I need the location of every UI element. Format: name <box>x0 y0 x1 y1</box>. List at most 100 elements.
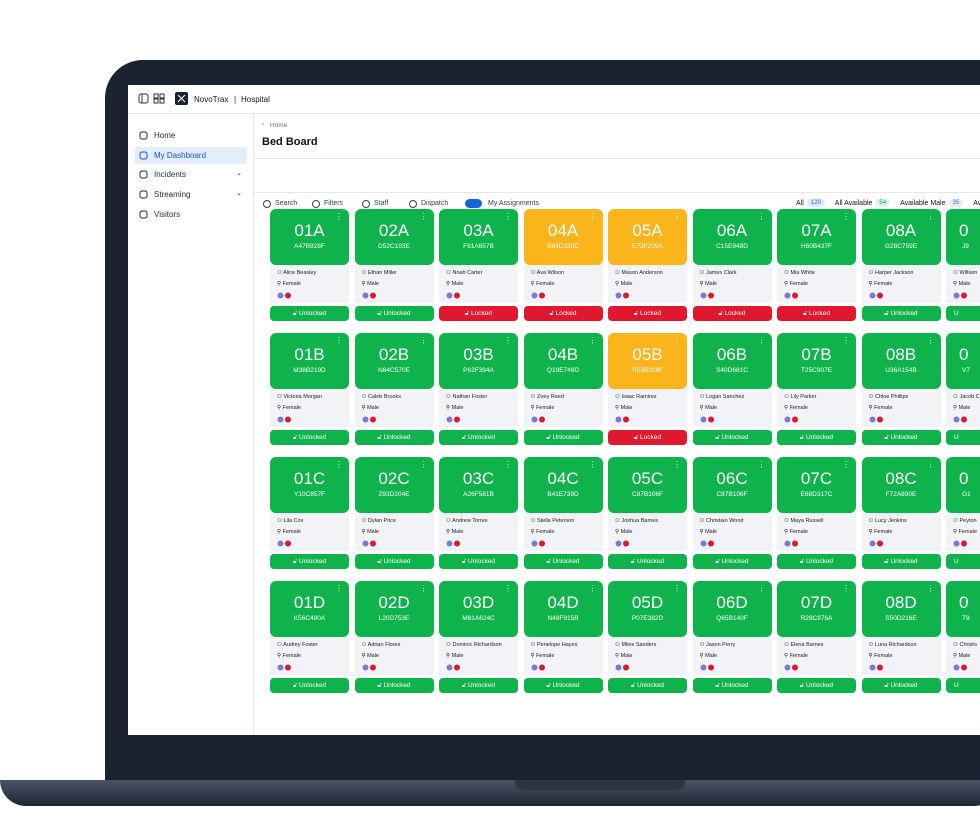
gender-row: ⚲ Female <box>868 405 893 411</box>
lock-status[interactable]: 🔓︎ Unlocked <box>270 306 349 321</box>
bed-card[interactable]: 03B P62F394A ⋮ ⚇ Nathan Foster ⚲ Male 🔓︎ Unlo… <box>439 333 518 445</box>
bed-card[interactable]: 04D N48F915B ⋮ ⚇ Penelope Hayes ⚲ Female 🔓︎ U… <box>523 581 603 693</box>
bed-card[interactable]: 07D R29C876A ⋮ ⚇ Elena Barnes ⚲ Female 🔓︎ Unl… <box>777 581 856 693</box>
bed-card[interactable]: 02B N84C570E ⋮ ⚇ Caleb Brooks ⚲ Male 🔓︎ Unloc… <box>354 333 434 445</box>
bed-card[interactable]: 08D S50D216E ⋮ ⚇ Luna Richardson ⚲ Female 🔓︎ … <box>861 581 941 693</box>
lock-status[interactable]: 🔓︎ Unlocked <box>692 678 772 693</box>
bed-card[interactable]: 0J9⋮ ⚇ William ⚲ Male U <box>946 209 980 321</box>
bed-card[interactable]: 05B R53B208F ⋮ ⚇ Isaac Ramirez ⚲ Male 🔓︎ Lock… <box>608 333 687 445</box>
nav-item[interactable]: My Dashboard <box>135 146 247 164</box>
gender-row: ⚲ Male <box>446 281 464 287</box>
lock-status[interactable]: 🔓︎ Unlocked <box>608 678 687 693</box>
lock-status[interactable]: 🔓︎ Locked <box>777 306 856 321</box>
tab[interactable]: All Available <box>834 200 873 207</box>
toolbar-item[interactable]: Filters <box>324 200 344 207</box>
lock-status[interactable]: 🔓︎ Unlocked <box>608 554 687 569</box>
patient-gender: Male <box>958 281 971 287</box>
bed-card[interactable]: 06A C15E948D ⋮ ⚇ James Clark ⚲ Male 🔓︎ Locked <box>692 209 772 321</box>
lock-status[interactable]: U <box>946 554 980 569</box>
bed-card[interactable]: 07B T25C907E ⋮ ⚇ Lily Parker ⚲ Female 🔓︎ Unlo… <box>777 333 856 445</box>
lock-status[interactable]: 🔓︎ Locked <box>608 306 687 321</box>
bed-card[interactable]: 06C C87B106F ⋮ ⚇ Christian Wood ⚲ Male 🔓︎ Unl… <box>692 457 772 569</box>
nav-item[interactable]: Streaming ⌄ <box>135 186 247 203</box>
lock-status[interactable]: 🔓︎ Unlocked <box>861 678 941 693</box>
toggle[interactable] <box>465 199 482 208</box>
bed-card[interactable]: 02C Z93D204E ⋮ ⚇ Dylan Price ⚲ Male 🔓︎ Unlock… <box>354 457 434 569</box>
nav-item[interactable]: Home <box>135 127 247 144</box>
lock-status[interactable]: 🔓︎ Locked <box>692 306 772 321</box>
lock-status[interactable]: 🔓︎ Unlocked <box>692 554 772 569</box>
lock-status[interactable]: U <box>946 430 980 445</box>
lock-status[interactable]: 🔓︎ Unlocked <box>777 554 856 569</box>
nav-icons[interactable] <box>138 93 168 104</box>
bed-card[interactable]: 04B Q19E746D ⋮ ⚇ Zoey Reed ⚲ Female 🔓︎ Unlock… <box>523 333 603 445</box>
bed-card[interactable]: 01B M38B219D ⋮ ⚇ Victoria Morgan ⚲ Female 🔓︎ … <box>270 333 349 445</box>
lock-status[interactable]: 🔓︎ Unlocked <box>439 430 518 445</box>
bed-card[interactable]: 07C E68D317C ⋮ ⚇ Maya Russell ⚲ Female 🔓︎ Unl… <box>777 457 856 569</box>
bed-card[interactable]: 05C C87B106F ⋮ ⚇ Joshua Barnes ⚲ Male 🔓︎ Unlo… <box>608 457 687 569</box>
lock-status[interactable]: 🔓︎ Unlocked <box>270 554 349 569</box>
nav-item[interactable]: Visitors <box>135 206 247 223</box>
bed-card[interactable]: 02D L20D753E ⋮ ⚇ Adrian Flores ⚲ Male 🔓︎ Unlo… <box>354 581 434 693</box>
bed-card[interactable]: 04C B41E739D ⋮ ⚇ Stella Peterson ⚲ Female 🔓︎ … <box>523 457 603 569</box>
bed-card[interactable]: 01D K56C490A ⋮ ⚇ Audrey Foster ⚲ Female 🔓︎ Un… <box>270 581 349 693</box>
lock-status[interactable]: 🔓︎ Unlocked <box>861 554 941 569</box>
bed-card[interactable]: 06D Q65B140F ⋮ ⚇ Jason Perry ⚲ Male 🔓︎ Unlock… <box>692 581 772 693</box>
toolbar-item[interactable]: My Assignments <box>488 200 539 207</box>
lock-status[interactable]: 🔓︎ Unlocked <box>777 678 856 693</box>
bed-card[interactable]: 08C F72A890E ⋮ ⚇ Lucy Jenkins ⚲ Female 🔓︎ Unl… <box>861 457 941 569</box>
bed-card[interactable]: 01C Y10C857F ⋮ ⚇ Lila Cox ⚲ Female 🔓︎ Unlocke… <box>270 457 349 569</box>
lock-status[interactable]: U <box>946 306 980 321</box>
patient-row: ⚇ Lucy Jenkins <box>868 518 907 524</box>
lock-status[interactable]: 🔓︎ Unlocked <box>777 430 856 445</box>
toolbar-item[interactable]: Search <box>275 200 298 207</box>
lock-status[interactable]: 🔓︎ Unlocked <box>523 554 603 569</box>
lock-status[interactable]: 🔓︎ Unlocked <box>354 306 434 321</box>
bed-card[interactable]: 0T9⋮ ⚇ Christo ⚲ Male U <box>946 581 980 693</box>
bed-card[interactable]: 05D P07E382D ⋮ ⚇ Miles Sanders ⚲ Male 🔓︎ Unlo… <box>608 581 687 693</box>
bed-header: 06B S40D681C ⋮ <box>692 333 772 389</box>
status-dots <box>784 664 798 671</box>
lock-status[interactable]: 🔓︎ Unlocked <box>439 678 518 693</box>
tab[interactable]: Available Male <box>900 200 946 207</box>
bed-card[interactable]: 03A F91A657B ⋮ ⚇ Noah Carter ⚲ Male 🔓︎ Locked <box>439 209 518 321</box>
gender-row: ⚲ Male <box>615 405 633 411</box>
lock-status[interactable]: 🔓︎ Unlocked <box>523 430 603 445</box>
bed-card[interactable]: 08B U36A154B ⋮ ⚇ Chloe Phillips ⚲ Female 🔓︎ U… <box>861 333 941 445</box>
toolbar-item[interactable]: Staff <box>374 200 389 207</box>
lock-status[interactable]: 🔓︎ Unlocked <box>861 306 941 321</box>
lock-status[interactable]: 🔓︎ Unlocked <box>692 430 772 445</box>
nav-item[interactable]: Incidents ⌄ <box>135 166 247 183</box>
lock-status[interactable]: U <box>946 678 980 693</box>
toolbar-item[interactable]: Dispatch <box>421 200 449 207</box>
bed-info: ⚇ Zoey Reed ⚲ Female <box>523 385 603 427</box>
lock-status[interactable]: 🔓︎ Unlocked <box>861 430 941 445</box>
dots <box>439 292 518 303</box>
patient-name: Mia White <box>790 270 815 276</box>
lock-status[interactable]: 🔓︎ Locked <box>608 430 687 445</box>
lock-status[interactable]: 🔓︎ Locked <box>439 306 518 321</box>
bed-card[interactable]: 07A H60B437F ⋮ ⚇ Mia White ⚲ Female 🔓︎ Locked <box>777 209 856 321</box>
breadcrumb[interactable]: Home <box>270 122 288 129</box>
bed-card[interactable]: 0G1⋮ ⚇ Peyton ⚲ Female U <box>946 457 980 569</box>
bed-card[interactable]: 03C A26F581B ⋮ ⚇ Andrew Torres ⚲ Male 🔓︎ Unlo… <box>439 457 518 569</box>
lock-status[interactable]: 🔓︎ Unlocked <box>354 678 434 693</box>
bed-card[interactable]: 02A D52C103E ⋮ ⚇ Ethan Miller ⚲ Male 🔓︎ Unloc… <box>354 209 434 321</box>
lock-status[interactable]: 🔓︎ Unlocked <box>523 678 603 693</box>
bed-card[interactable]: 04A B84D320C ⋮ ⚇ Ava Wilson ⚲ Female 🔓︎ Locke… <box>523 209 603 321</box>
bed-card[interactable]: 06B S40D681C ⋮ ⚇ Logan Sanchez ⚲ Male 🔓︎ Unlo… <box>692 333 772 445</box>
bed-card[interactable]: 0V7⋮ ⚇ Jacob C ⚲ Male U <box>946 333 980 445</box>
lock-status[interactable]: 🔓︎ Unlocked <box>270 678 349 693</box>
lock-status[interactable]: 🔓︎ Unlocked <box>439 554 518 569</box>
tab[interactable]: Av <box>973 200 980 207</box>
lock-status[interactable]: 🔓︎ Unlocked <box>270 430 349 445</box>
lock-status[interactable]: 🔓︎ Unlocked <box>354 430 434 445</box>
bed-card[interactable]: 03D M81A624C ⋮ ⚇ Dominic Richardson ⚲ Male 🔓︎… <box>439 581 518 693</box>
tab[interactable]: All <box>796 200 804 207</box>
bed-info: ⚇ Adrian Flores ⚲ Male <box>354 633 434 675</box>
bed-card[interactable]: 01A A47B928F ⋮ ⚇ Alice Beasley ⚲ Female 🔓︎ Un… <box>270 209 349 321</box>
lock-status[interactable]: 🔓︎ Locked <box>523 306 603 321</box>
lock-status[interactable]: 🔓︎ Unlocked <box>354 554 434 569</box>
bed-card[interactable]: 05A E73F209A ⋮ ⚇ Mason Anderson ⚲ Male 🔓︎ Loc… <box>608 209 687 321</box>
bed-card[interactable]: 08A G28C759E ⋮ ⚇ Harper Jackson ⚲ Female 🔓︎ U… <box>861 209 941 321</box>
